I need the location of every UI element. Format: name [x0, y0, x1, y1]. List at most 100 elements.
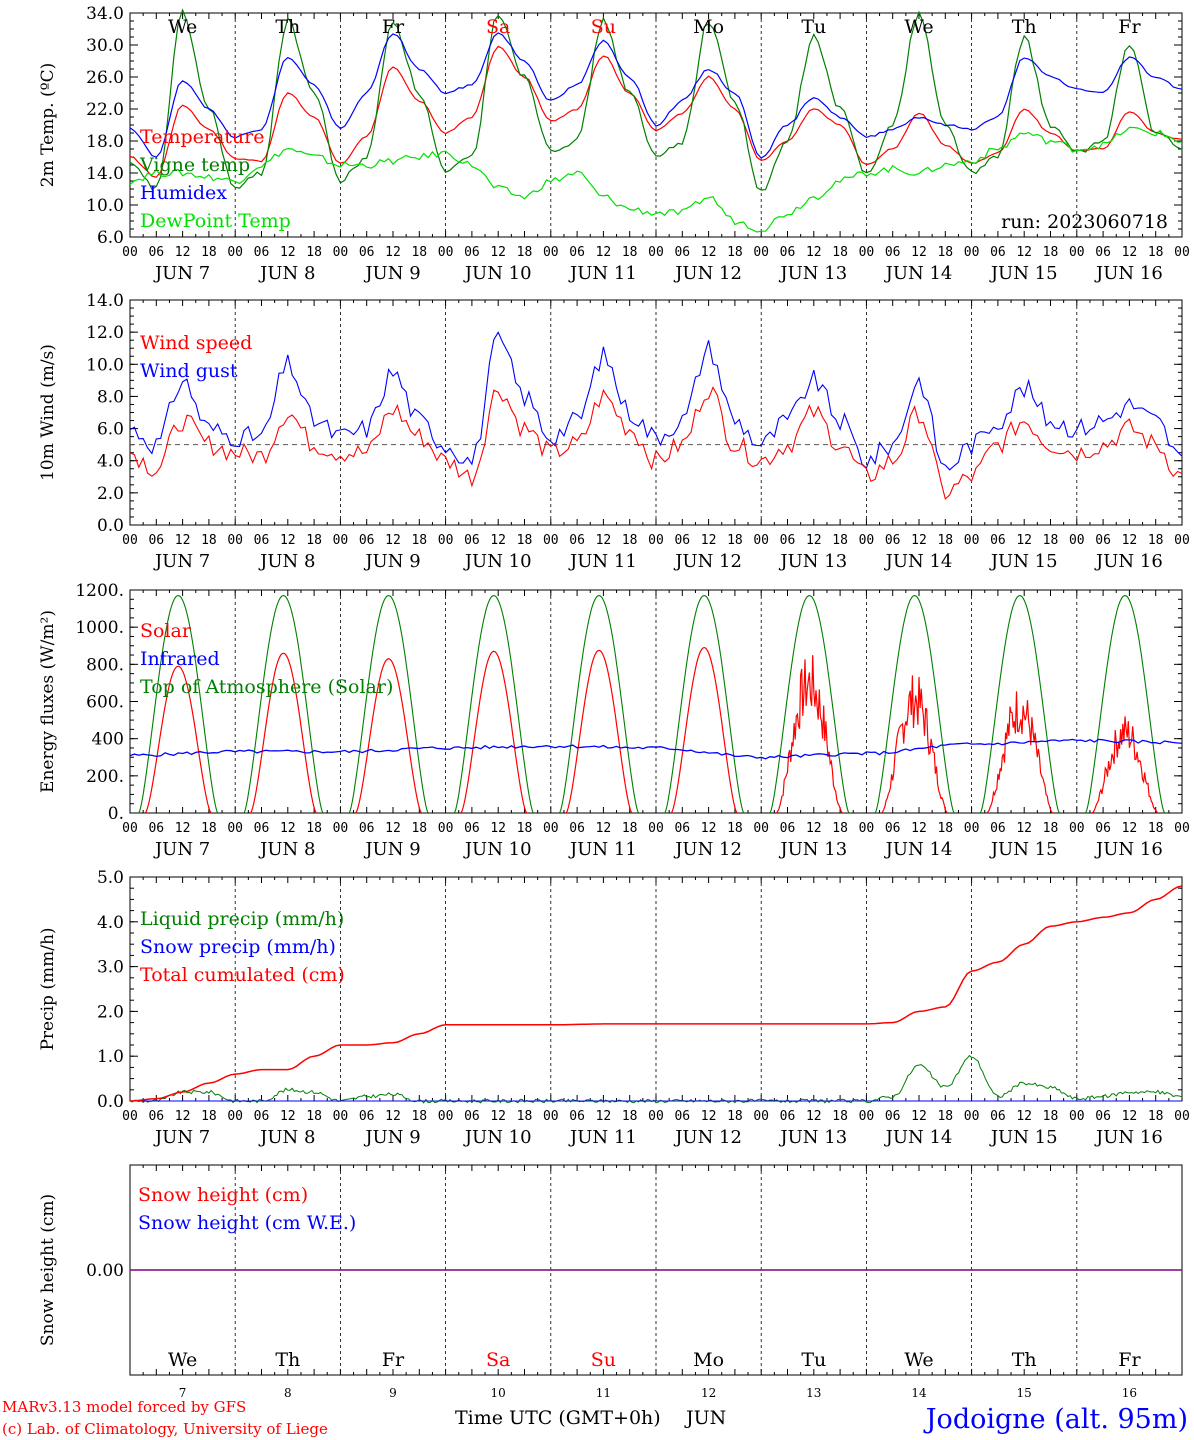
y-tick-label: 4.0 [97, 452, 124, 472]
plot-frame [129, 589, 1183, 814]
hour-tick-label: 06 [780, 245, 796, 260]
month-label: JUN [684, 1407, 726, 1429]
day-number: 11 [596, 1386, 611, 1400]
hour-tick-label: 00 [438, 245, 454, 260]
date-label: JUN 11 [568, 551, 637, 572]
y-tick-label: 200. [86, 767, 124, 787]
legend-snow-height-cm-w-e-: Snow height (cm W.E.) [138, 1212, 356, 1234]
hour-tick-label: 00 [227, 245, 243, 260]
date-label: JUN 12 [673, 1127, 742, 1148]
hour-tick-label: 00 [333, 245, 349, 260]
hour-tick-label: 06 [464, 1109, 480, 1124]
hour-tick-label: 18 [411, 821, 427, 836]
y-tick-label: 22.0 [86, 100, 124, 120]
hour-tick-label: 06 [1095, 821, 1111, 836]
weekday-label: Fr [1118, 16, 1141, 38]
panel-5: Snow height (cm) 0.00 Snow height (cm) Snow… [38, 1164, 1183, 1400]
day-number: 7 [179, 1386, 187, 1400]
hour-tick-label: 12 [701, 821, 717, 836]
hour-tick-label: 00 [1174, 245, 1190, 260]
hour-tick-label: 18 [1043, 1109, 1059, 1124]
y-tick-label: 8.0 [97, 387, 124, 407]
hour-tick-label: 00 [333, 821, 349, 836]
date-label: JUN 11 [568, 263, 637, 284]
hour-tick-label: 18 [411, 245, 427, 260]
weekday-label: Sa [486, 1349, 510, 1371]
hour-tick-label: 18 [832, 1109, 848, 1124]
hour-tick-label: 12 [280, 821, 296, 836]
hour-tick-label: 18 [306, 533, 322, 548]
hour-tick-label: 18 [306, 821, 322, 836]
x-axis-title: Time UTC (GMT+0h) [455, 1407, 661, 1429]
hour-tick-label: 12 [911, 533, 927, 548]
hour-tick-label: 18 [517, 821, 533, 836]
date-label: JUN 16 [1094, 263, 1163, 284]
hour-tick-label: 12 [385, 1109, 401, 1124]
date-label: JUN 15 [989, 551, 1058, 572]
hour-tick-label: 00 [648, 1109, 664, 1124]
series-line-liquid-precip [129, 1054, 1183, 1104]
hour-tick-label: 12 [596, 533, 612, 548]
hour-tick-label: 00 [859, 821, 875, 836]
hour-tick-label: 00 [648, 533, 664, 548]
hour-tick-label: 12 [280, 245, 296, 260]
date-label: JUN 16 [1094, 1127, 1163, 1148]
y-tick-label: 18.0 [86, 132, 124, 152]
hour-tick-label: 12 [701, 245, 717, 260]
hour-tick-label: 06 [148, 533, 164, 548]
hour-tick-label: 12 [806, 821, 822, 836]
legend-dewpoint-temp: DewPoint Temp [140, 210, 291, 232]
y-tick-label: 1000. [75, 618, 124, 638]
hour-tick-label: 06 [885, 1109, 901, 1124]
y-tick-label: 1200. [75, 581, 124, 601]
hour-tick-label: 06 [359, 533, 375, 548]
hour-tick-label: 12 [911, 245, 927, 260]
hour-tick-label: 12 [385, 245, 401, 260]
hour-tick-label: 00 [1174, 533, 1190, 548]
hour-tick-label: 00 [543, 821, 559, 836]
hour-tick-label: 12 [490, 1109, 506, 1124]
weekday-label: Tu [801, 1349, 826, 1371]
hour-tick-label: 18 [201, 245, 217, 260]
hour-tick-label: 12 [490, 245, 506, 260]
hour-tick-label: 18 [411, 1109, 427, 1124]
hour-tick-label: 00 [964, 245, 980, 260]
series-line-total-cumulated [129, 885, 1183, 1102]
hour-tick-label: 06 [1095, 245, 1111, 260]
hour-tick-label: 00 [227, 821, 243, 836]
date-label: JUN 15 [989, 1127, 1058, 1148]
hour-tick-label: 18 [622, 533, 638, 548]
day-number: 14 [911, 1386, 927, 1400]
hour-tick-label: 18 [622, 1109, 638, 1124]
hour-tick-label: 00 [543, 245, 559, 260]
y-tick-label: 12.0 [86, 323, 124, 343]
date-label: JUN 16 [1094, 551, 1163, 572]
y-tick-label: 4.0 [97, 913, 124, 933]
hour-tick-label: 00 [753, 1109, 769, 1124]
hour-tick-label: 18 [1043, 533, 1059, 548]
hour-tick-label: 12 [175, 533, 191, 548]
date-label: JUN 7 [153, 263, 210, 284]
hour-tick-label: 12 [490, 821, 506, 836]
date-label: JUN 12 [673, 551, 742, 572]
hour-tick-label: 18 [517, 1109, 533, 1124]
y-tick-label: 30.0 [86, 36, 124, 56]
weekday-label: Th [275, 1349, 300, 1371]
hour-tick-label: 00 [122, 245, 138, 260]
hour-tick-label: 06 [885, 533, 901, 548]
hour-tick-label: 00 [1069, 1109, 1085, 1124]
hour-tick-label: 12 [701, 1109, 717, 1124]
hour-tick-label: 00 [333, 1109, 349, 1124]
y-tick-label: 14.0 [86, 164, 124, 184]
date-label: JUN 9 [363, 1127, 420, 1148]
hour-tick-label: 12 [1122, 533, 1138, 548]
legend-solar: Solar [140, 620, 192, 642]
hour-tick-label: 18 [306, 245, 322, 260]
run-label: run: 2023060718 [1001, 211, 1168, 233]
hour-tick-label: 06 [464, 821, 480, 836]
hour-tick-label: 18 [832, 245, 848, 260]
hour-tick-label: 00 [753, 533, 769, 548]
hour-tick-label: 18 [517, 245, 533, 260]
hour-tick-label: 00 [333, 533, 349, 548]
hour-tick-label: 12 [280, 1109, 296, 1124]
